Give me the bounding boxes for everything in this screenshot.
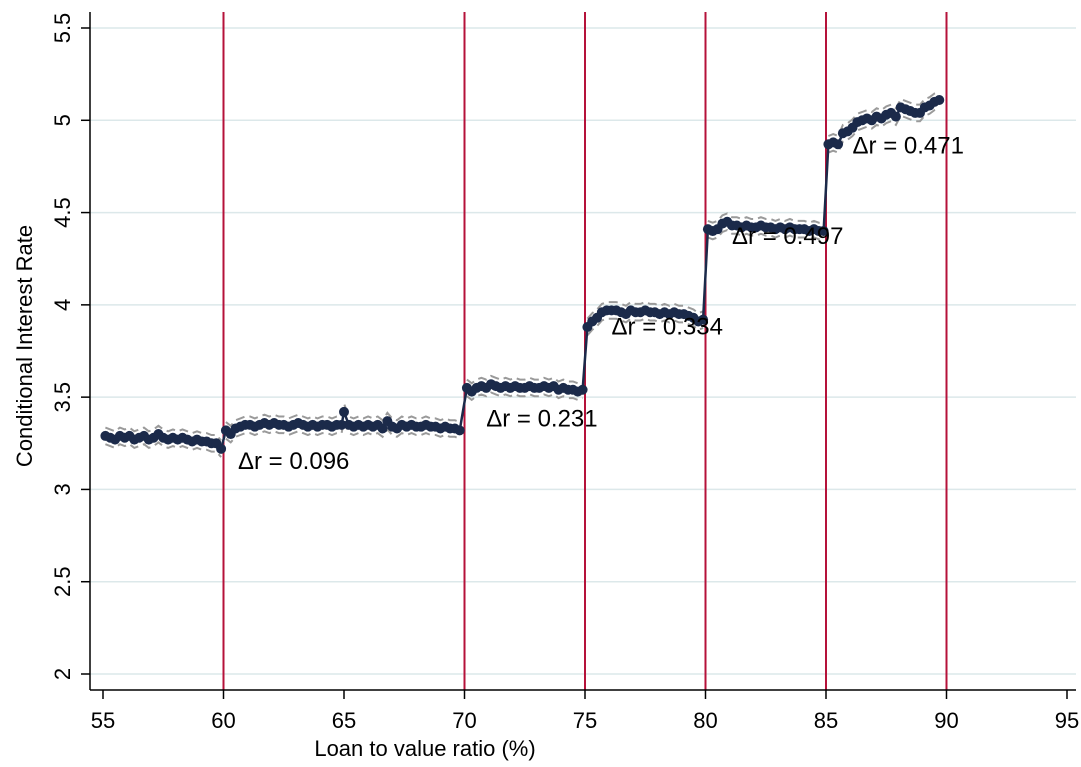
ci-upper xyxy=(828,90,940,138)
ci-upper xyxy=(707,212,824,224)
delta-annotation: Δr = 0.334 xyxy=(612,313,723,340)
ci-lower xyxy=(105,441,222,458)
data-point xyxy=(698,314,709,325)
x-tick-label: 80 xyxy=(693,708,717,733)
data-point xyxy=(454,425,465,436)
y-tick-label: 2.5 xyxy=(50,566,75,597)
delta-annotation: Δr = 0.231 xyxy=(486,406,597,433)
ci-upper xyxy=(105,424,222,442)
x-axis-label: Loan to value ratio (%) xyxy=(314,736,535,761)
data-point xyxy=(833,139,844,150)
x-tick-label: 95 xyxy=(1055,708,1079,733)
x-tick-label: 70 xyxy=(452,708,476,733)
delta-annotation: Δr = 0.096 xyxy=(238,448,349,475)
ci-upper xyxy=(466,374,583,385)
data-point xyxy=(377,423,388,434)
vertical-lines xyxy=(222,12,948,690)
series-layer xyxy=(100,94,945,454)
data-point xyxy=(890,111,901,122)
data-point xyxy=(818,226,829,237)
y-axis-label: Conditional Interest Rate xyxy=(12,225,37,467)
y-tick-label: 2 xyxy=(50,668,75,680)
x-tick-label: 65 xyxy=(332,708,356,733)
x-tick-label: 55 xyxy=(91,708,115,733)
data-point xyxy=(339,406,349,417)
data-point xyxy=(934,94,945,105)
axes: 55 60 65 70 75 80 85 90 95 2 2.5 3 3.5 4 4.5 5 5.5 xyxy=(50,12,1079,733)
y-tick-label: 4.5 xyxy=(50,197,75,228)
delta-annotation: Δr = 0.497 xyxy=(732,223,843,250)
y-tick-label: 3 xyxy=(50,483,75,495)
y-tick-label: 5 xyxy=(50,114,75,126)
ci-lower xyxy=(707,228,824,241)
confidence-band xyxy=(105,90,940,458)
data-point xyxy=(216,443,227,454)
y-tick-label: 4 xyxy=(50,299,75,311)
x-tick-label: 90 xyxy=(934,708,958,733)
y-tick-label: 3.5 xyxy=(50,382,75,413)
data-point xyxy=(336,419,347,430)
x-tick-label: 75 xyxy=(573,708,597,733)
data-point xyxy=(577,384,588,395)
ci-lower xyxy=(466,391,583,402)
delta-annotation: Δr = 0.471 xyxy=(853,133,964,160)
y-tick-label: 5.5 xyxy=(50,13,75,44)
x-tick-label: 60 xyxy=(211,708,235,733)
x-tick-label: 85 xyxy=(814,708,838,733)
ci-lower xyxy=(828,107,940,154)
grid-layer xyxy=(90,27,1076,675)
annotations: Δr = 0.096 Δr = 0.231 Δr = 0.334 Δr = 0.497… xyxy=(238,133,964,476)
